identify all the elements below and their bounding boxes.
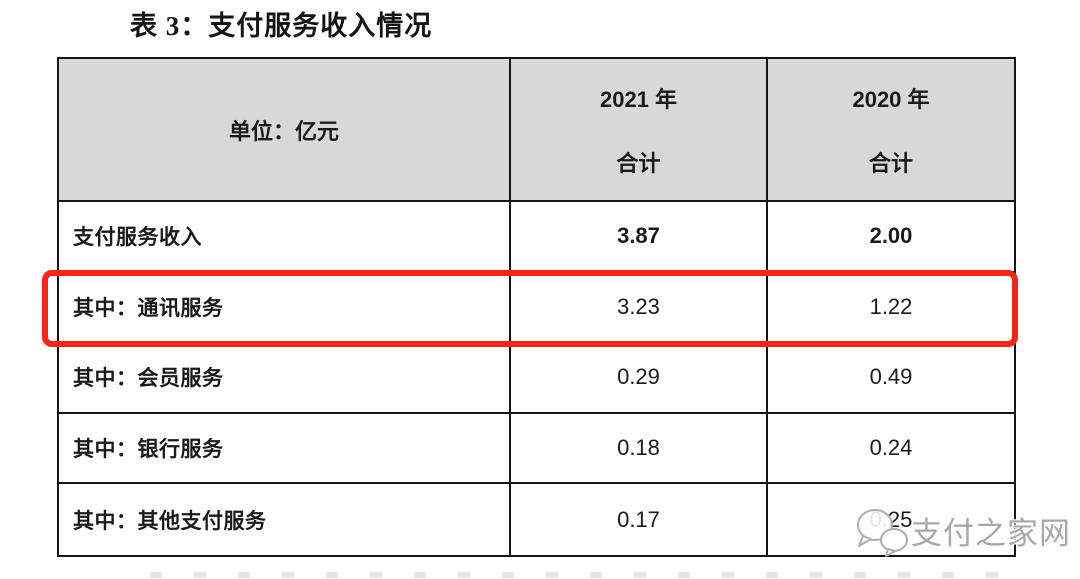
watermark-text: 支付之家网 <box>911 515 1071 551</box>
watermark: 支付之家网 <box>855 502 1071 558</box>
row-label-communication-service: 其中：通讯服务 <box>59 272 511 344</box>
value-2021-payment-service-revenue: 3.87 <box>511 202 768 273</box>
col-header-2021-total: 合计 <box>616 150 661 176</box>
col-header-2020: 2020 年 合计 <box>768 59 1014 202</box>
value-2020-payment-service-revenue: 2.00 <box>768 202 1014 273</box>
chat-bubbles-icon <box>857 509 908 557</box>
value-2020-membership-service: 0.49 <box>768 343 1014 414</box>
col-header-2021-year: 2021 年 <box>599 86 678 112</box>
value-2021-communication-service: 3.23 <box>511 272 768 344</box>
row-label-membership-service: 其中：会员服务 <box>59 343 511 414</box>
page-title: 表 3：支付服务收入情况 <box>130 11 433 41</box>
value-2021-other-payment-service: 0.17 <box>511 484 768 555</box>
value-2020-bank-service: 0.24 <box>768 414 1014 485</box>
value-2021-membership-service: 0.29 <box>511 343 768 414</box>
row-label-bank-service: 其中：银行服务 <box>59 413 511 485</box>
col-header-2020-total: 合计 <box>868 150 913 176</box>
payment-revenue-table: 单位：亿元 2021 年 合计 2020 年 合计 支付服务收入 3.87 2.… <box>57 57 1016 557</box>
row-label-payment-service-revenue: 支付服务收入 <box>59 202 511 273</box>
value-2021-bank-service: 0.18 <box>511 413 768 485</box>
cropped-text-artifacts <box>150 572 1030 578</box>
col-header-2020-year: 2020 年 <box>852 86 930 112</box>
col-header-2021: 2021 年 合计 <box>511 59 768 202</box>
row-label-other-payment-service: 其中：其他支付服务 <box>59 484 511 555</box>
value-2020-communication-service: 1.22 <box>768 273 1014 344</box>
unit-header-cell: 单位：亿元 <box>59 59 511 202</box>
